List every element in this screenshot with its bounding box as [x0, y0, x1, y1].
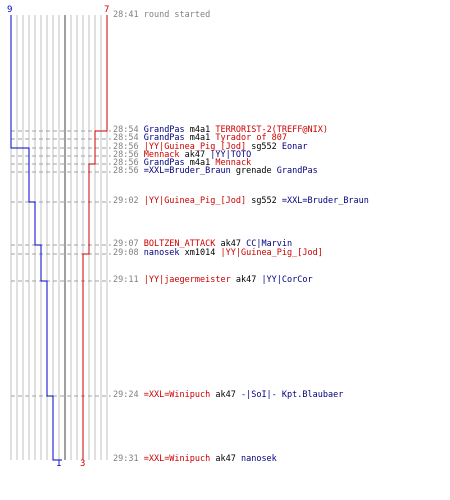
event-part: sg552: [246, 196, 282, 206]
event-part: |YY|jaegermeister: [143, 275, 231, 285]
event-part: m4a1: [184, 133, 216, 143]
event-part: Eonar: [281, 142, 308, 152]
event-row: 28:41 round started: [113, 11, 210, 20]
event-part: ak47: [215, 239, 247, 249]
event-part: GrandPas: [143, 158, 185, 168]
event-part: BOLTZEN_ATTACK: [143, 239, 216, 249]
event-part: grenade: [230, 166, 277, 176]
event-time: 28:56: [113, 150, 139, 160]
event-part: CC|Marvin: [246, 239, 293, 249]
event-time: 28:56: [113, 158, 139, 168]
event-part: round started: [143, 10, 211, 20]
event-part: nanosek: [143, 248, 180, 258]
event-time: 28:54: [113, 133, 139, 143]
event-row: 29:31 =XXL=Winipuch ak47 nanosek: [113, 455, 277, 464]
event-part: Tyrador of 807: [215, 133, 288, 143]
event-row: 29:08 nanosek xm1014 |YY|Guinea_Pig_[Jod…: [113, 249, 323, 258]
event-row: 29:24 =XXL=Winipuch ak47 -|SoI|- Kpt.Bla…: [113, 391, 343, 400]
event-part: Mennack: [143, 150, 180, 160]
event-row: 28:56 Mennack ak47 |YY|TOTO: [113, 151, 251, 160]
blue-end-count: 1: [56, 459, 62, 469]
event-part: ak47: [210, 454, 241, 464]
event-time: 29:07: [113, 239, 139, 249]
red-team-line: [82, 15, 108, 460]
red-end-count: 3: [80, 459, 86, 469]
event-time: 29:08: [113, 248, 139, 258]
event-part: =XXL=Bruder_Braun: [143, 166, 231, 176]
event-time: 28:56: [113, 142, 139, 152]
event-row: 28:54 GrandPas m4a1 Tyrador of 807: [113, 134, 287, 143]
event-row: 29:11 |YY|jaegermeister ak47 |YY|CorCor: [113, 276, 313, 285]
event-part: =XXL=Bruder_Braun: [281, 196, 369, 206]
event-part: m4a1: [184, 158, 216, 168]
event-time: 28:56: [113, 166, 139, 176]
event-part: m4a1: [184, 125, 216, 135]
grid-lines: [10, 15, 108, 460]
event-part: xm1014: [179, 248, 221, 258]
event-time: 29:11: [113, 275, 139, 285]
event-time: 29:02: [113, 196, 139, 206]
event-part: ak47: [210, 390, 241, 400]
event-part: TERRORIST-2(TREFF@NIX): [215, 125, 328, 135]
event-part: GrandPas: [276, 166, 318, 176]
event-part: GrandPas: [143, 133, 185, 143]
event-part: -|SoI|- Kpt.Blaubaer: [240, 390, 344, 400]
event-guide-lines: [11, 130, 111, 397]
event-part: nanosek: [240, 454, 277, 464]
event-row: 28:56 =XXL=Bruder_Braun grenade GrandPas: [113, 167, 318, 176]
blue-start-count: 9: [7, 5, 13, 15]
event-row: 29:07 BOLTZEN_ATTACK ak47 CC|Marvin: [113, 240, 292, 249]
event-part: |YY|TOTO: [210, 150, 252, 160]
event-time: 28:41: [113, 10, 139, 20]
event-row: 29:02 |YY|Guinea_Pig_[Jod] sg552 =XXL=Br…: [113, 197, 369, 206]
red-start-count: 7: [104, 5, 110, 15]
event-part: |YY|CorCor: [261, 275, 313, 285]
event-time: 29:31: [113, 454, 139, 464]
event-part: GrandPas: [143, 125, 185, 135]
event-row: 28:54 GrandPas m4a1 TERRORIST-2(TREFF@NI…: [113, 126, 328, 135]
event-part: |YY|Guinea_Pig_[Jod]: [143, 196, 247, 206]
event-time: 28:54: [113, 125, 139, 135]
event-row: 28:56 |YY|Guinea_Pig_[Jod] sg552 Eonar: [113, 143, 308, 152]
event-part: =XXL=Winipuch: [143, 390, 211, 400]
event-time: 29:24: [113, 390, 139, 400]
event-part: ak47: [230, 275, 262, 285]
event-part: sg552: [246, 142, 282, 152]
event-part: |YY|Guinea_Pig_[Jod]: [143, 142, 247, 152]
event-part: ak47: [179, 150, 211, 160]
event-part: =XXL=Winipuch: [143, 454, 211, 464]
event-part: |YY|Guinea_Pig_[Jod]: [220, 248, 323, 258]
blue-team-line: [10, 15, 62, 461]
event-part: Mennack: [215, 158, 252, 168]
event-row: 28:56 GrandPas m4a1 Mennack: [113, 159, 251, 168]
